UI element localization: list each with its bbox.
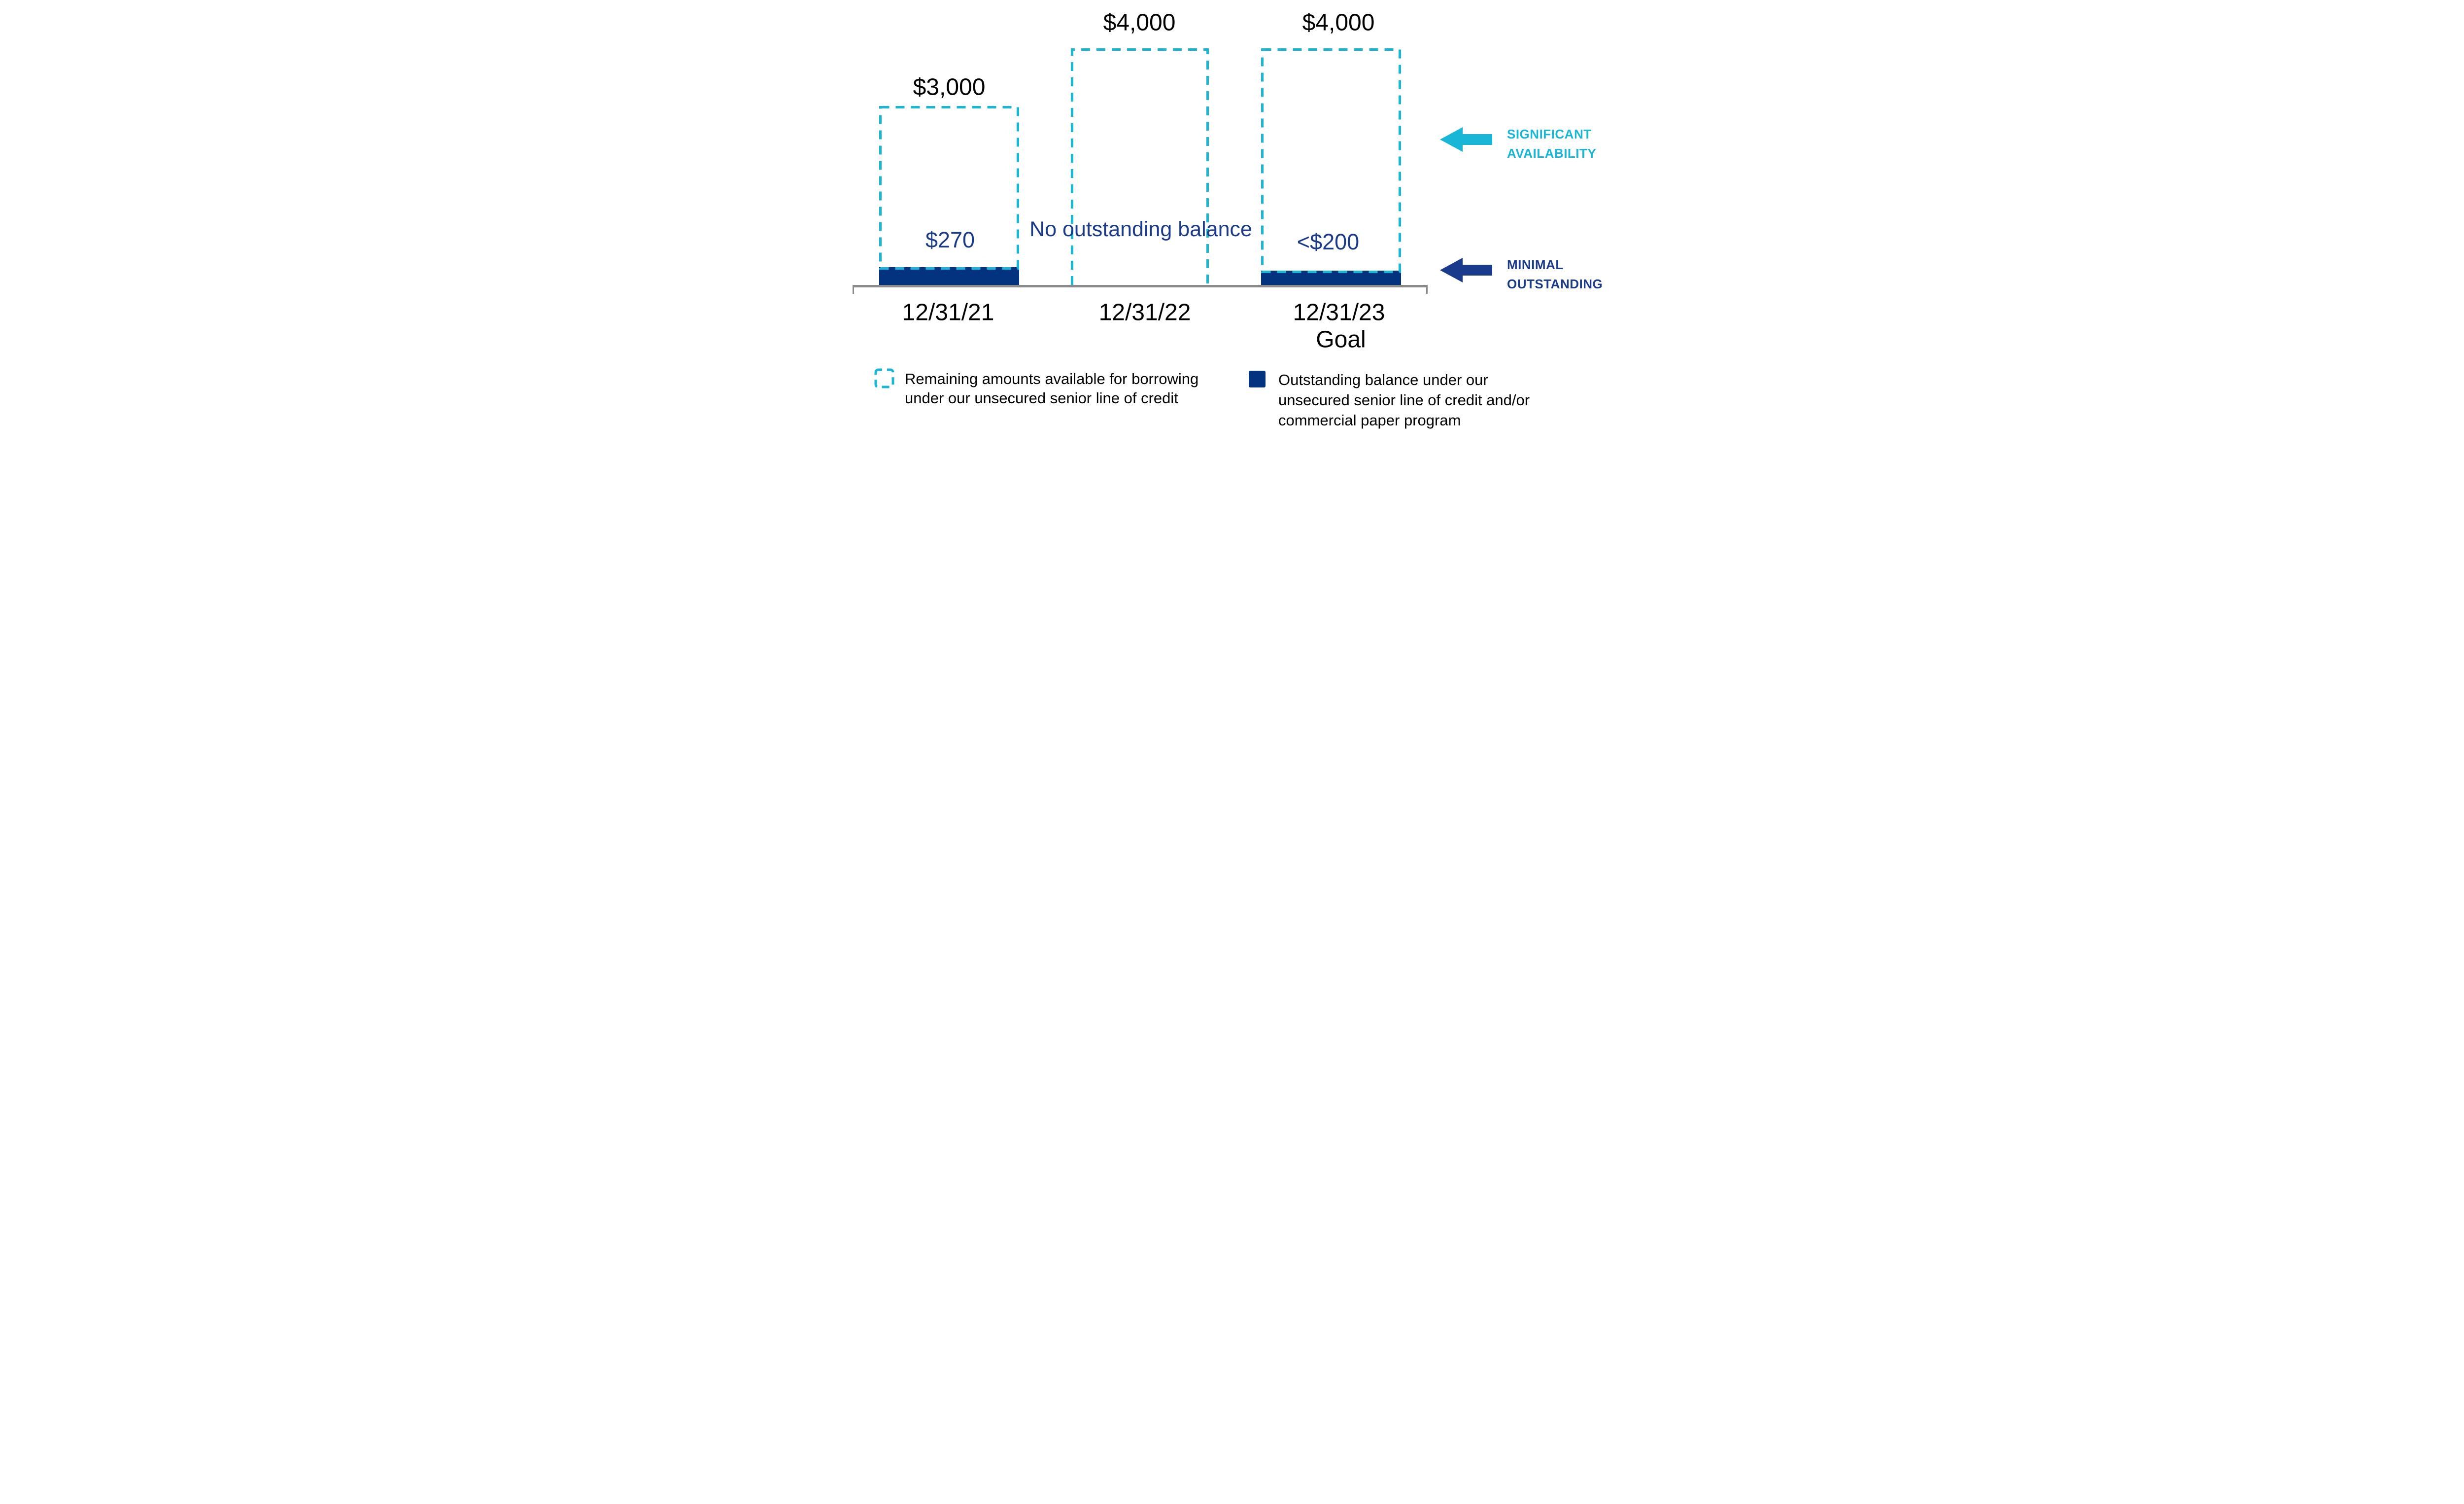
legend-text-line: Outstanding balance under our <box>1278 371 1488 388</box>
capacity-value-label-2023: $4,000 <box>1302 9 1375 36</box>
outstanding-label-line: No <box>1029 217 1057 241</box>
outstanding-value-label-2021: $270 <box>925 227 975 252</box>
capacity-box-2021 <box>879 106 1019 270</box>
annotation-line: MINIMAL <box>1507 257 1564 272</box>
capacity-box-2023 <box>1261 48 1401 273</box>
outstanding-value-label-2022: No outstanding balance <box>1029 217 1252 242</box>
annotation-line: OUTSTANDING <box>1507 277 1603 291</box>
capacity-value-label-2021: $3,000 <box>913 74 986 101</box>
x-axis-label-2021: 12/31/21 <box>902 299 994 326</box>
annotation-significant-availability: SIGNIFICANT AVAILABILITY <box>1507 125 1596 163</box>
left-arrow-icon-availability <box>1440 127 1492 152</box>
outstanding-label-line: balance <box>1178 217 1252 241</box>
legend-marker-dashed-square-icon <box>874 368 894 388</box>
outstanding-bar-2021 <box>879 267 1019 285</box>
chart-canvas <box>853 48 1492 388</box>
left-arrow-icon-outstanding <box>1440 258 1492 282</box>
legend-text-line: unsecured senior line of credit and/or <box>1278 391 1530 409</box>
outstanding-label-line: outstanding <box>1062 217 1172 241</box>
legend-text-line: Remaining amounts available for borrowin… <box>905 370 1199 387</box>
annotation-line: AVAILABILITY <box>1507 146 1597 161</box>
legend-marker-solid-square-icon <box>1249 371 1266 387</box>
capacity-box-2022 <box>1071 48 1209 285</box>
annotation-line: SIGNIFICANT <box>1507 127 1592 141</box>
outstanding-value-label-2023: <$200 <box>1297 229 1360 254</box>
x-axis-label-2022: 12/31/22 <box>1098 299 1191 326</box>
x-axis-sublabel-goal: Goal <box>1316 326 1366 353</box>
legend-text-line: under our unsecured senior line of credi… <box>905 389 1178 407</box>
x-axis-label-2023: 12/31/23 <box>1293 299 1385 326</box>
liquidity-bar-chart: $3,000 $4,000 $4,000 $270 No outstanding… <box>846 0 1618 438</box>
annotation-minimal-outstanding: MINIMAL OUTSTANDING <box>1507 255 1603 294</box>
legend-item-available: Remaining amounts available for borrowin… <box>905 369 1198 408</box>
legend-text-line: commercial paper program <box>1278 412 1461 429</box>
capacity-value-label-2022: $4,000 <box>1103 9 1176 36</box>
x-axis-left-tick <box>853 287 854 294</box>
x-axis-right-tick <box>1426 287 1428 294</box>
x-axis-line <box>853 285 1428 287</box>
legend-item-outstanding: Outstanding balance under our unsecured … <box>1278 370 1530 430</box>
